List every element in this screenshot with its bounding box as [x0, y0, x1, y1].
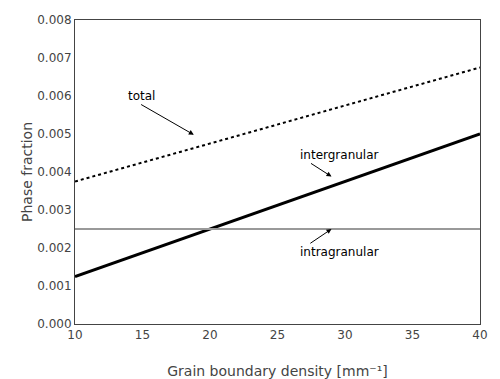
svg-text:0.000: 0.000: [37, 317, 71, 331]
svg-text:10: 10: [67, 328, 82, 342]
svg-text:40: 40: [472, 328, 487, 342]
svg-text:0.007: 0.007: [37, 51, 71, 65]
svg-text:intragranular: intragranular: [300, 245, 379, 259]
svg-text:0.008: 0.008: [37, 13, 71, 27]
svg-text:0.001: 0.001: [37, 279, 71, 293]
svg-text:25: 25: [270, 328, 285, 342]
svg-text:0.004: 0.004: [37, 165, 71, 179]
svg-text:30: 30: [337, 328, 352, 342]
svg-text:0.006: 0.006: [37, 89, 71, 103]
svg-text:20: 20: [202, 328, 217, 342]
svg-text:0.003: 0.003: [37, 203, 71, 217]
svg-text:intergranular: intergranular: [300, 148, 379, 162]
svg-text:0.005: 0.005: [37, 127, 71, 141]
svg-text:Phase fraction: Phase fraction: [19, 122, 35, 222]
svg-text:Grain boundary density [mm⁻¹]: Grain boundary density [mm⁻¹]: [167, 363, 388, 379]
svg-text:total: total: [128, 89, 155, 103]
svg-text:0.002: 0.002: [37, 241, 71, 255]
svg-text:35: 35: [405, 328, 420, 342]
svg-text:15: 15: [135, 328, 150, 342]
